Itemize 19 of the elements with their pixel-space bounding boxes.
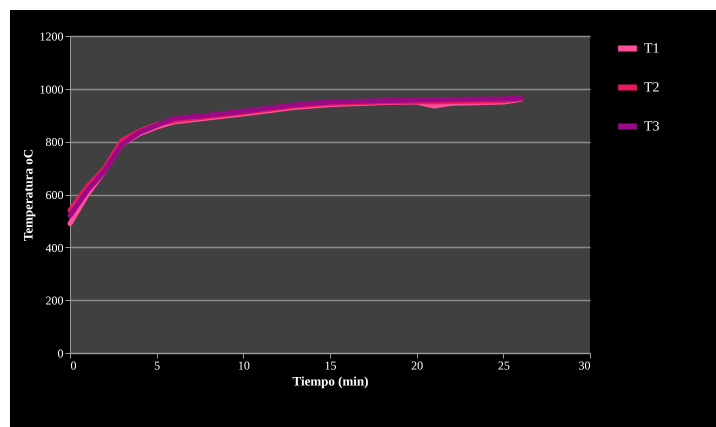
x-tick-label: 25 — [498, 358, 510, 372]
y-tick-label: 600 — [46, 188, 64, 202]
y-tick-label: 1000 — [40, 82, 64, 96]
x-tick-label: 15 — [324, 358, 336, 372]
y-tick-label: 200 — [46, 294, 64, 308]
x-tick-label: 10 — [238, 358, 250, 372]
y-tick-label: 1200 — [40, 30, 64, 44]
legend-label: T2 — [644, 80, 660, 96]
y-tick-label: 0 — [58, 346, 64, 360]
x-tick-label: 5 — [154, 358, 160, 372]
x-tick-label: 0 — [70, 358, 76, 372]
x-tick-label: 20 — [411, 358, 424, 372]
x-axis-title: Tiempo (min) — [292, 374, 368, 388]
y-tick-label: 800 — [46, 135, 64, 150]
x-tick-label: 30 — [578, 358, 590, 372]
y-tick-label: 400 — [46, 240, 64, 255]
legend-label: T1 — [644, 42, 660, 56]
legend-label: T3 — [644, 120, 660, 134]
y-axis-title: Temperatura oC — [20, 148, 36, 242]
